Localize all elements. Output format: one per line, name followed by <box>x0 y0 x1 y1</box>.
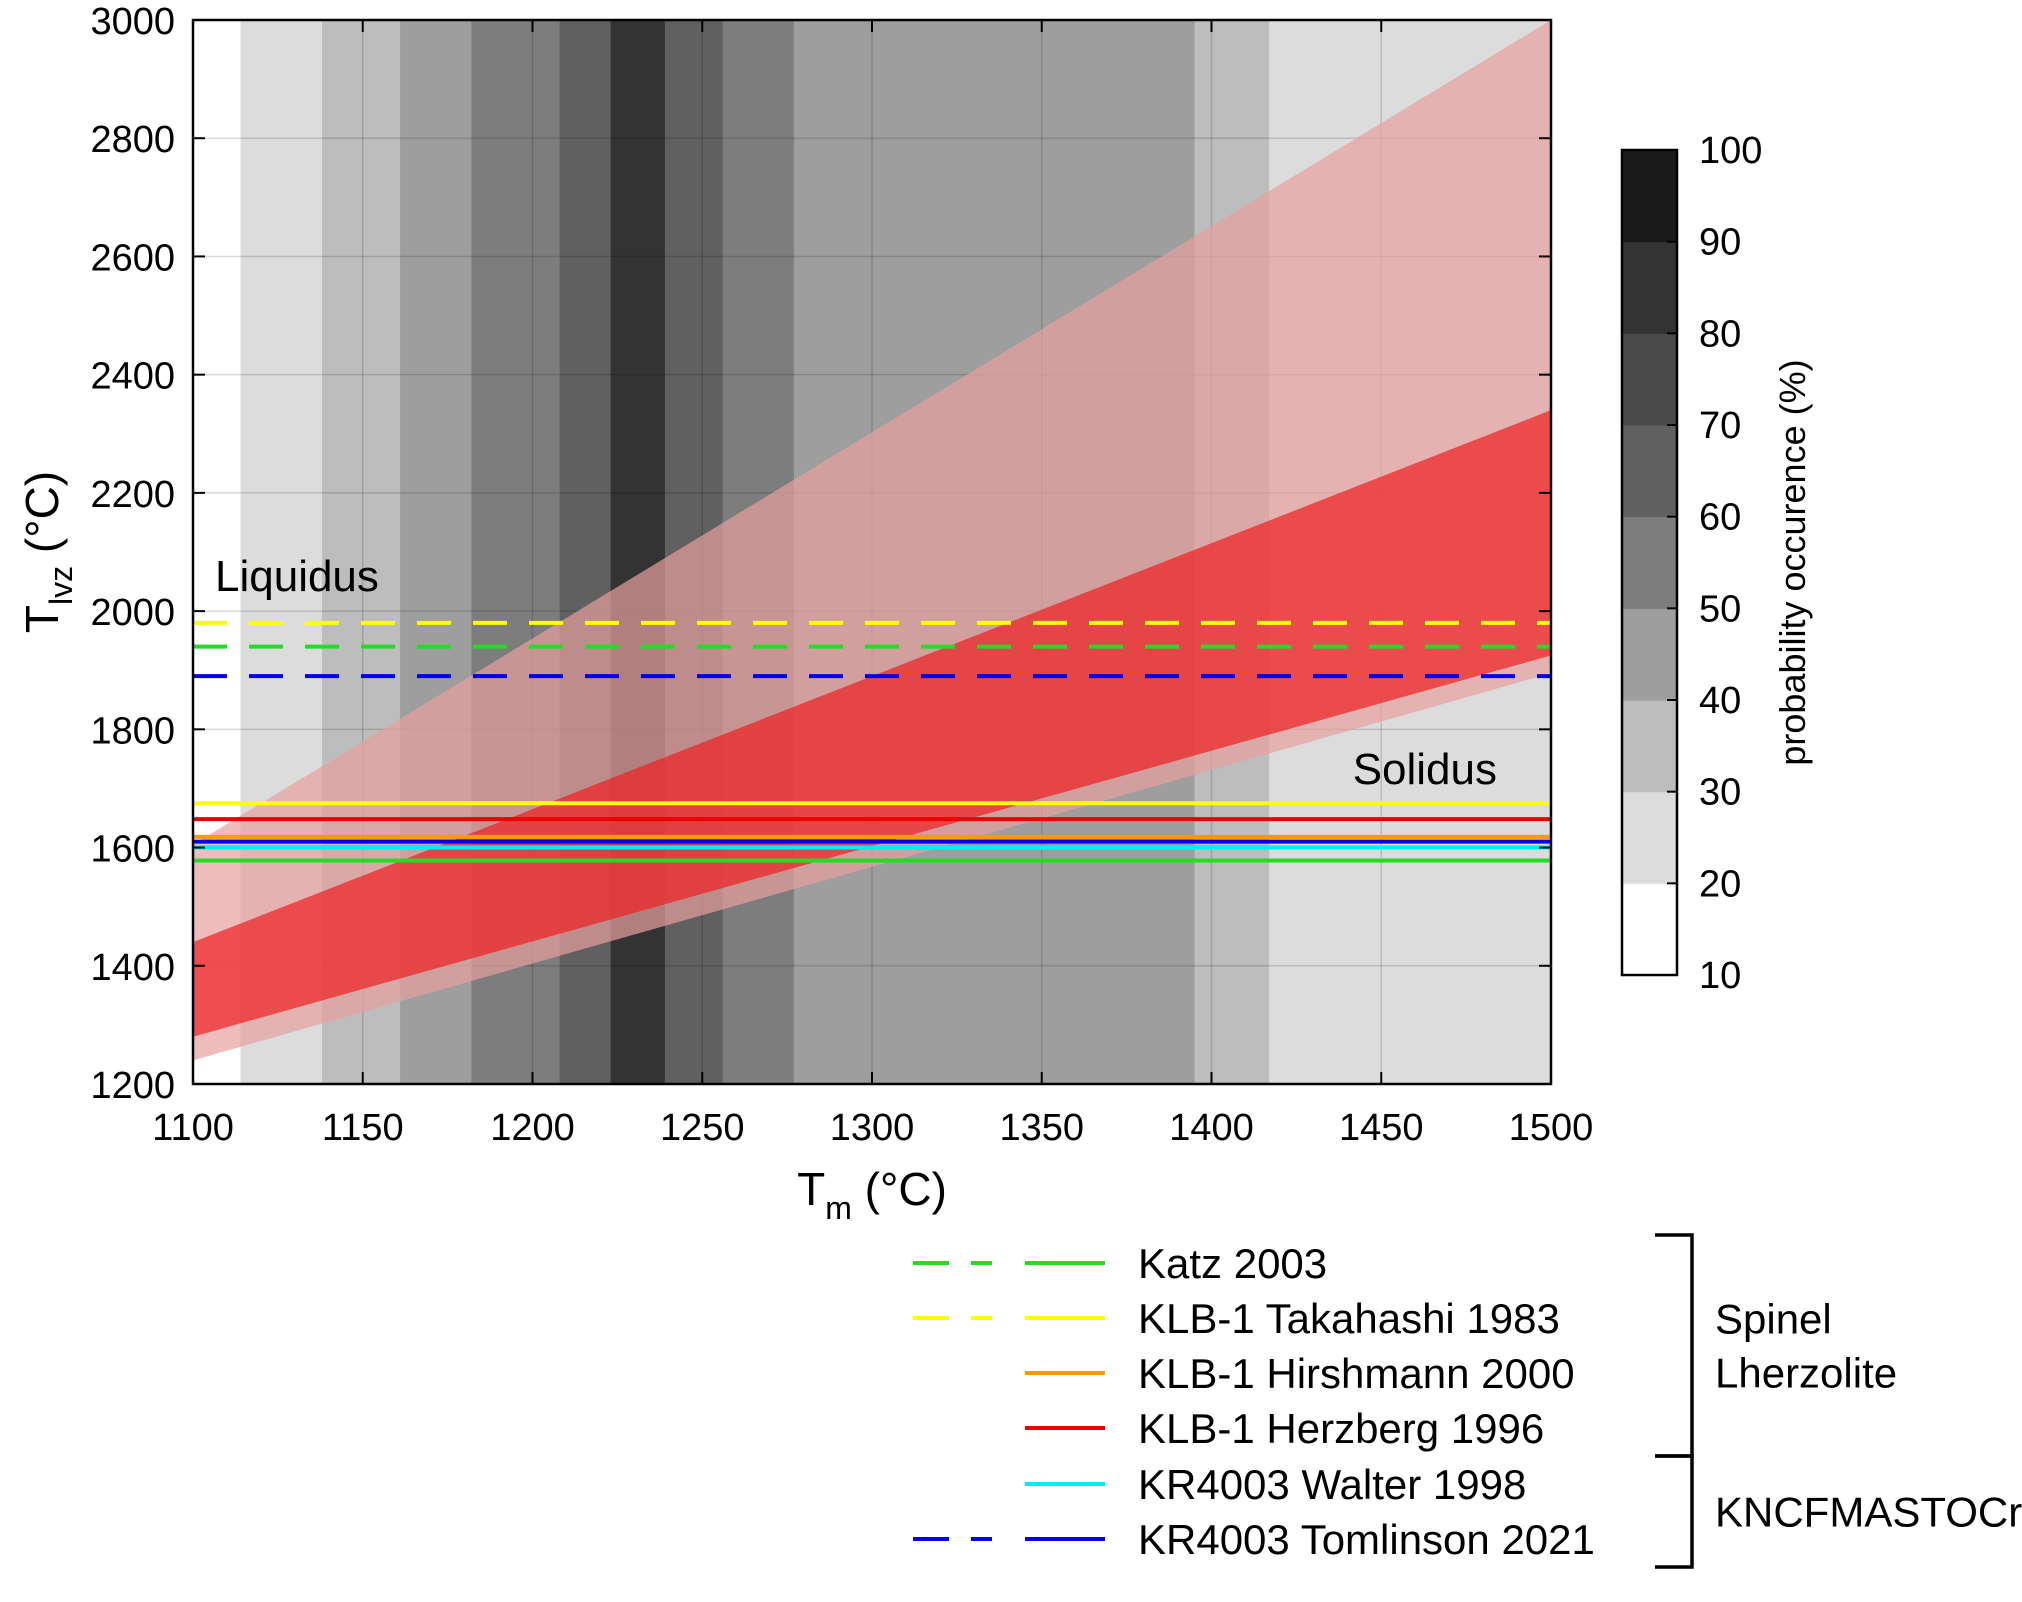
y-axis-title-unit: (°C) <box>16 471 68 566</box>
colorbar-segment-1 <box>1622 791 1677 884</box>
colorbar-segment-8 <box>1622 150 1677 243</box>
region-1 <box>193 410 1551 1037</box>
legend-label-2: KLB-1 Hirshmann 2000 <box>1138 1350 1575 1397</box>
colorbar: 10 20 30 40 50 60 70 80 90 100 probability occuren… <box>1620 130 1813 997</box>
colorbar-tick-label-9: 100 <box>1699 130 1762 172</box>
y-tick-label-2: 1600 <box>90 829 175 871</box>
y-tick-label-3: 1800 <box>90 710 175 752</box>
legend-label-1: KLB-1 Takahashi 1983 <box>1138 1295 1560 1342</box>
plot-area: Liquidus Solidus 1100 1150 1200 1250 1300 1350 1… <box>16 1 1593 1226</box>
colorbar-tick-label-8: 90 <box>1699 222 1741 264</box>
y-tick-label-7: 2600 <box>90 237 175 279</box>
legend-bracket-0 <box>1655 1233 1694 1458</box>
colorbar-tick-label-7: 80 <box>1699 313 1741 355</box>
colorbar-segment-2 <box>1622 700 1677 793</box>
x-tick-label-6: 1400 <box>1169 1107 1254 1149</box>
colorbar-tick-label-2: 30 <box>1699 772 1741 814</box>
colorbar-tick-label-4: 50 <box>1699 588 1741 630</box>
colorbar-title: probability occurence (%) <box>1772 359 1813 765</box>
y-tick-label-8: 2800 <box>90 119 175 161</box>
x-tick-label-8: 1500 <box>1509 1107 1594 1149</box>
y-tick-label-9: 3000 <box>90 1 175 43</box>
y-axis-title-main: T <box>16 605 68 633</box>
region-0 <box>193 20 1551 1061</box>
x-tick-label-2: 1200 <box>490 1107 575 1149</box>
plot-content <box>193 20 1551 1084</box>
x-tick-label-1: 1150 <box>322 1107 404 1149</box>
y-tick-label-5: 2200 <box>90 474 175 516</box>
colorbar-tick-label-3: 40 <box>1699 680 1741 722</box>
y-tick-label-6: 2400 <box>90 356 175 398</box>
colorbar-tick-label-6: 70 <box>1699 405 1741 447</box>
colorbar-segment-4 <box>1622 516 1677 609</box>
liquidus-label: Liquidus <box>215 552 379 601</box>
legend: Katz 2003 KLB-1 Takahashi 1983 KLB-1 Hirsh… <box>913 1233 2022 1569</box>
legend-label-0: Katz 2003 <box>1138 1240 1327 1287</box>
legend-label-4: KR4003 Walter 1998 <box>1138 1461 1526 1508</box>
x-axis-title-sub: m <box>825 1190 852 1226</box>
x-axis-title-unit: (°C) <box>852 1163 947 1215</box>
x-tick-label-4: 1300 <box>830 1107 915 1149</box>
colorbar-tick-label-5: 60 <box>1699 497 1741 539</box>
x-tick-label-5: 1350 <box>999 1107 1084 1149</box>
colorbar-segment-3 <box>1622 608 1677 701</box>
y-axis-title-sub: lvz <box>43 566 79 605</box>
legend-label-5: KR4003 Tomlinson 2021 <box>1138 1516 1595 1563</box>
colorbar-tick-label-1: 20 <box>1699 863 1741 905</box>
legend-group-label-0-1: Lherzolite <box>1715 1350 1897 1397</box>
colorbar-tick-label-0: 10 <box>1699 955 1741 997</box>
y-tick-label-4: 2000 <box>90 592 175 634</box>
colorbar-segment-0 <box>1622 883 1677 976</box>
legend-group-label-1-0: KNCFMASTOCr <box>1715 1489 2022 1536</box>
colorbar-segment-7 <box>1622 241 1677 334</box>
x-tick-label-0: 1100 <box>152 1107 234 1149</box>
y-tick-label-1: 1400 <box>90 947 175 989</box>
legend-group-label-0-0: Spinel <box>1715 1296 1832 1343</box>
x-tick-label-3: 1250 <box>660 1107 745 1149</box>
colorbar-segment-6 <box>1622 333 1677 426</box>
colorbar-segment-5 <box>1622 425 1677 518</box>
x-axis-title: Tm (°C) <box>797 1163 947 1226</box>
y-tick-label-0: 1200 <box>90 1065 175 1107</box>
x-axis-title-main: T <box>797 1163 825 1215</box>
legend-bracket-1 <box>1655 1454 1694 1569</box>
x-tick-label-7: 1450 <box>1339 1107 1424 1149</box>
legend-label-3: KLB-1 Herzberg 1996 <box>1138 1405 1544 1452</box>
colorbar-frame <box>1620 148 1679 977</box>
solidus-label: Solidus <box>1353 745 1497 794</box>
y-axis-title: Tlvz (°C) <box>16 471 79 633</box>
